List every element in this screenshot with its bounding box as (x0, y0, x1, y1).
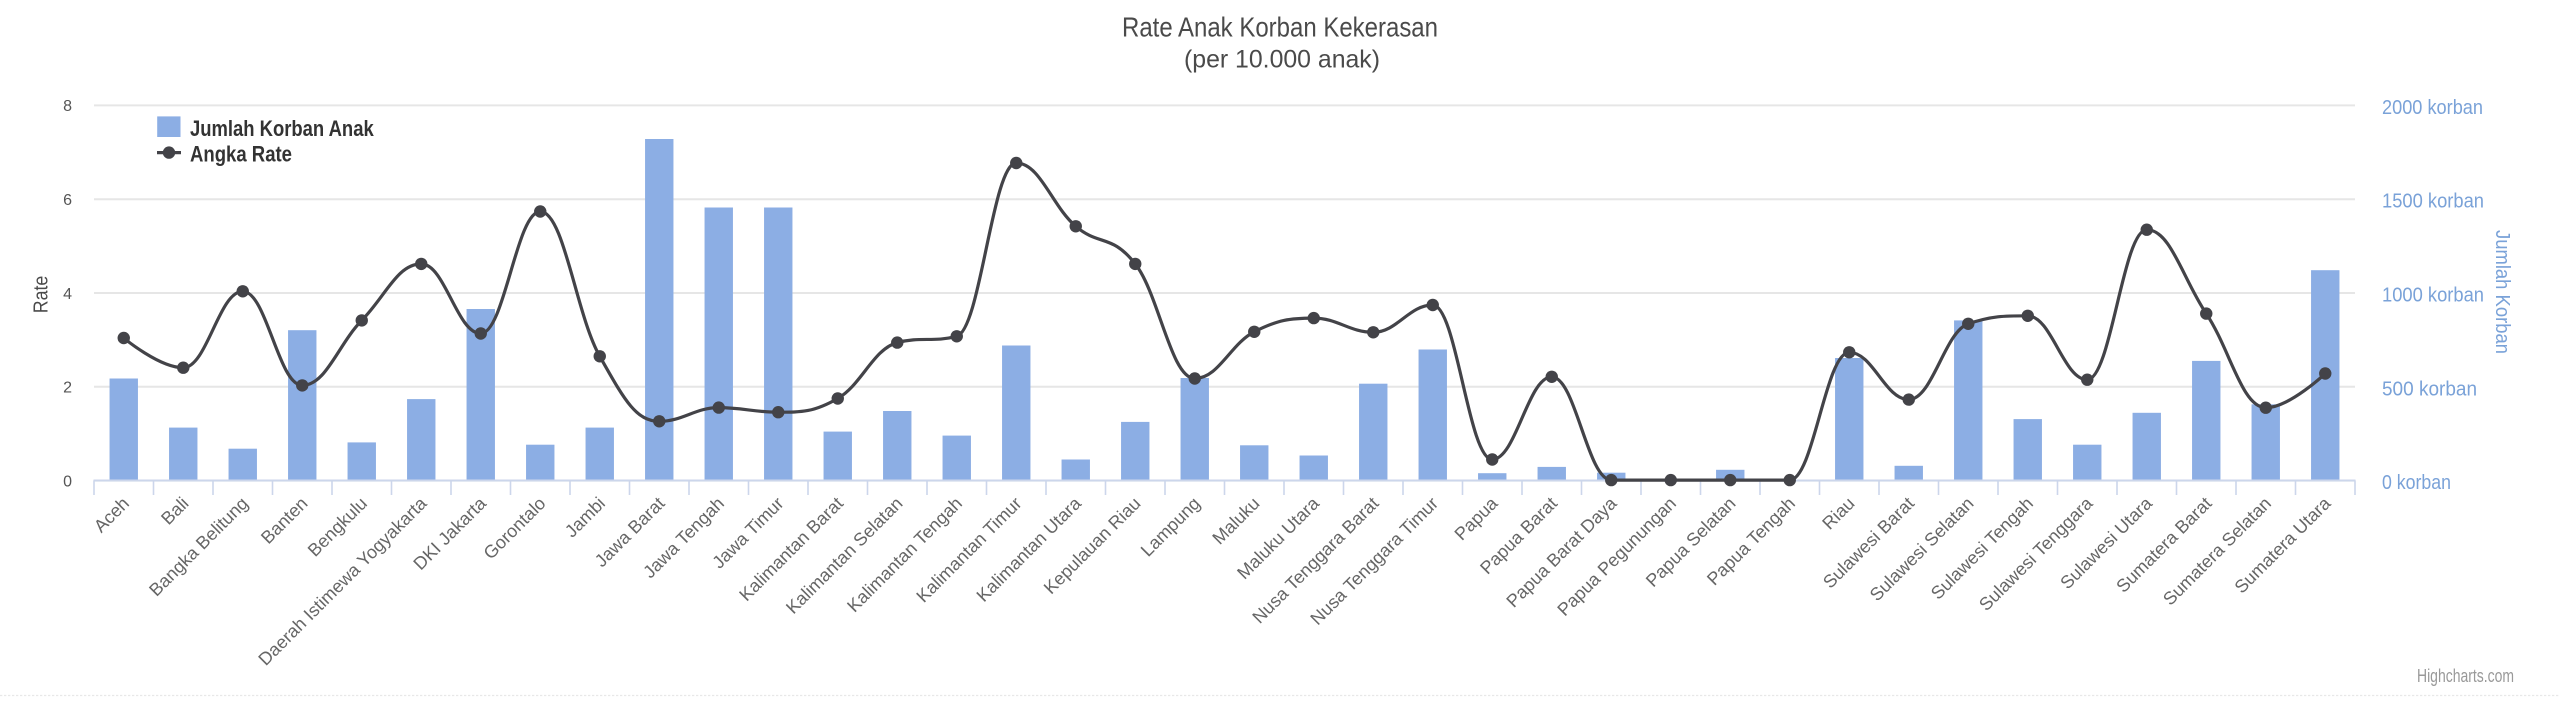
svg-text:Highcharts.com: Highcharts.com (2417, 666, 2514, 686)
svg-text:Rate: Rate (31, 276, 53, 314)
svg-text:Angka Rate: Angka Rate (190, 142, 292, 167)
svg-text:6: 6 (63, 192, 72, 209)
svg-text:Jumlah Korban Anak: Jumlah Korban Anak (190, 116, 374, 141)
svg-text:4: 4 (63, 286, 72, 303)
svg-text:Rate Anak Korban Kekerasan: Rate Anak Korban Kekerasan (1122, 12, 1438, 43)
svg-text:1500 korban: 1500 korban (2382, 191, 2484, 213)
svg-text:Jumlah Korban: Jumlah Korban (2491, 230, 2513, 354)
svg-text:8: 8 (63, 98, 72, 115)
svg-text:(per 10.000 anak): (per 10.000 anak) (1184, 46, 1380, 74)
svg-text:2: 2 (63, 380, 72, 397)
svg-text:500 korban: 500 korban (2382, 378, 2477, 400)
svg-text:1000 korban: 1000 korban (2382, 285, 2484, 307)
svg-text:0: 0 (63, 473, 72, 490)
svg-text:2000 korban: 2000 korban (2382, 97, 2483, 119)
svg-text:0 korban: 0 korban (2382, 472, 2451, 494)
